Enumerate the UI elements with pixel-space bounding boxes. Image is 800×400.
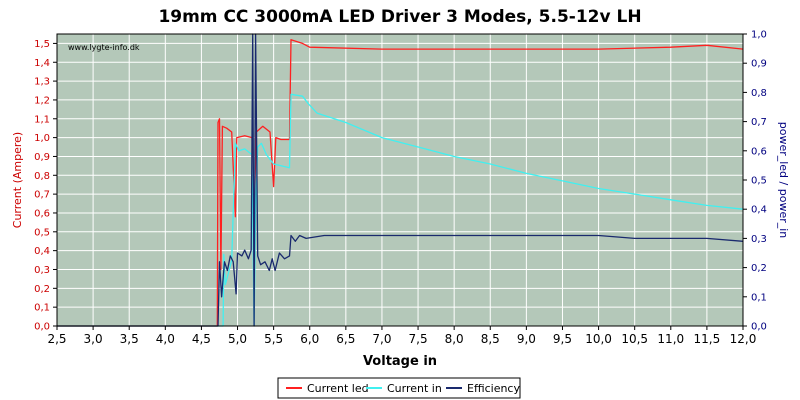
x-tick-label: 5,5: [264, 332, 283, 346]
y-left-tick-label: 0,2: [34, 284, 50, 295]
x-tick-label: 6,5: [336, 332, 355, 346]
y-right-tick-label: 1,0: [751, 30, 767, 41]
y-left-ticks: 0,0 0,1 0,2 0,3 0,4 0,5 0,6 0,7 0,8 0,9 1,0 1,1 1,2 1…: [34, 39, 57, 333]
y-right-tick-label: 0,4: [751, 205, 767, 216]
series-line-current-in: [57, 93, 744, 327]
x-tick-label: 3,0: [84, 332, 103, 346]
y-left-tick-label: 0,1: [34, 303, 50, 314]
y-left-tick-label: 1,4: [34, 58, 50, 69]
y-left-tick-label: 0,3: [34, 265, 50, 276]
series-layer: [57, 33, 744, 327]
x-tick-label: 9,0: [517, 332, 536, 346]
x-tick-label: 4,0: [156, 332, 175, 346]
x-tick-label: 9,5: [553, 332, 572, 346]
x-tick-label: 7,0: [372, 332, 391, 346]
legend-box: [277, 377, 521, 399]
y-left-tick-label: 1,2: [34, 95, 50, 106]
y-axis-left-label: Current (Ampere): [11, 132, 24, 228]
y-left-tick-label: 0,6: [34, 208, 50, 219]
series-line-current-led: [57, 39, 744, 327]
x-ticks: 2,5 3,0 3,5 4,0 4,5 5,0 5,5 6,0 6,5 7,0 7,5 8,0 8,5 9…: [47, 326, 756, 346]
y-left-tick-label: 1,1: [34, 114, 50, 125]
y-right-tick-label: 0,6: [751, 146, 767, 157]
x-tick-label: 10,5: [621, 332, 648, 346]
y-right-tick-label: 0,1: [751, 292, 767, 303]
y-axis-right-label: power_led / power_in: [777, 122, 790, 239]
y-left-tick-label: 1,3: [34, 77, 50, 88]
plot-area: [57, 34, 743, 326]
grid: [56, 34, 744, 327]
x-tick-label: 8,5: [481, 332, 500, 346]
y-right-tick-label: 0,5: [751, 176, 767, 187]
x-tick-label: 5,0: [228, 332, 247, 346]
x-tick-label: 8,0: [445, 332, 464, 346]
x-tick-label: 12,0: [730, 332, 757, 346]
legend: Current led Current in Efficiency: [277, 377, 521, 399]
y-left-tick-label: 1,0: [34, 133, 50, 144]
y-right-tick-label: 0,3: [751, 234, 767, 245]
x-tick-label: 3,5: [120, 332, 139, 346]
y-right-tick-label: 0,9: [751, 59, 767, 70]
x-tick-label: 4,5: [192, 332, 211, 346]
x-tick-label: 2,5: [47, 332, 66, 346]
x-tick-label: 7,5: [409, 332, 428, 346]
watermark: www.lygte-info.dk: [68, 43, 140, 52]
legend-label: Current in: [387, 382, 442, 395]
y-right-tick-label: 0,2: [751, 263, 767, 274]
y-left-tick-label: 0,5: [34, 227, 50, 238]
y-left-tick-label: 0,0: [34, 322, 50, 333]
legend-label: Efficiency: [467, 382, 520, 395]
x-tick-label: 10,0: [585, 332, 612, 346]
y-left-tick-label: 0,8: [34, 171, 50, 182]
x-tick-label: 11,5: [694, 332, 721, 346]
legend-label: Current led: [307, 382, 369, 395]
x-tick-label: 11,0: [657, 332, 684, 346]
y-right-tick-label: 0,8: [751, 88, 767, 99]
y-right-ticks: 0,0 0,1 0,2 0,3 0,4 0,5 0,6 0,7 0,8 0,9 1,0: [743, 30, 767, 333]
x-axis-label: Voltage in: [363, 354, 437, 369]
y-right-tick-label: 0,7: [751, 117, 767, 128]
y-right-tick-label: 0,0: [751, 322, 767, 333]
x-tick-label: 6,0: [300, 332, 319, 346]
y-left-tick-label: 0,7: [34, 190, 50, 201]
y-left-tick-label: 1,5: [34, 39, 50, 50]
y-left-tick-label: 0,9: [34, 152, 50, 163]
series-line-efficiency: [57, 33, 744, 327]
y-left-tick-label: 0,4: [34, 246, 50, 257]
chart-title: 19mm CC 3000mA LED Driver 3 Modes, 5.5-1…: [158, 7, 641, 27]
